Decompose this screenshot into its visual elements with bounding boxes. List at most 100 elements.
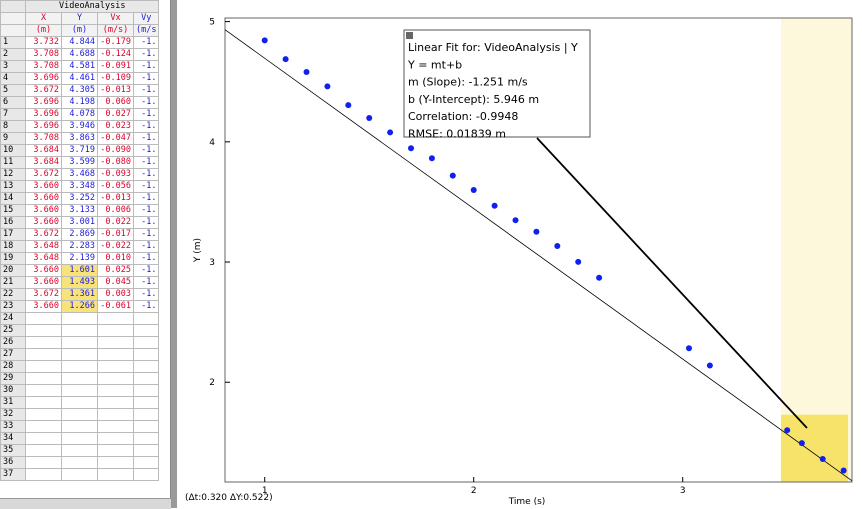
divider: [171, 0, 177, 508]
row-number: 1: [0, 36, 26, 49]
column-unit: (m/s): [97, 24, 134, 37]
cell: [97, 420, 134, 433]
chart: 2 3 4 5 1 2 3 Time (s) Y (m) (Δt:0.320 ΔY:0.522) L…: [185, 17, 853, 507]
table-row: 7 3.696 4.078 0.027 -1.: [0, 108, 160, 121]
row-number: 17: [0, 228, 26, 241]
table-row: 20 3.660 1.601 0.025 -1.: [0, 264, 160, 277]
data-point: [366, 115, 373, 122]
cell: [132, 324, 160, 337]
cell: 3.708: [25, 132, 62, 145]
cell: -1.: [132, 264, 160, 277]
cell: -0.124: [97, 48, 134, 61]
row-number: 5: [0, 84, 26, 97]
cell: 3.672: [25, 84, 62, 97]
cell: 3.660: [25, 264, 62, 277]
cell: -0.061: [97, 300, 134, 313]
cell: -0.093: [97, 168, 134, 181]
cell: [25, 324, 62, 337]
data-point: [345, 102, 352, 109]
annotation-box: [403, 29, 591, 138]
table-row: 11 3.684 3.599 -0.080 -1.: [0, 156, 160, 169]
cell: [25, 336, 62, 349]
cell: 1.266: [61, 300, 98, 313]
row-number: 19: [0, 252, 26, 265]
column-unit: (m): [25, 24, 62, 37]
cell: 3.660: [25, 204, 62, 217]
cell: 3.719: [61, 144, 98, 157]
cell: -1.: [132, 120, 160, 133]
table-row: 35: [0, 444, 160, 457]
column-name: Y: [61, 12, 98, 25]
table-row: 6 3.696 4.198 0.060 -1.: [0, 96, 160, 109]
cell: -0.179: [97, 36, 134, 49]
cell: 0.045: [97, 276, 134, 289]
cell: [132, 420, 160, 433]
row-number: 34: [0, 432, 26, 445]
y-tick-label: 2: [209, 378, 215, 388]
cell: [132, 348, 160, 361]
cell: [132, 444, 160, 457]
data-point: [470, 187, 477, 194]
cell: [25, 444, 62, 457]
cell: 0.010: [97, 252, 134, 265]
table-row: 34: [0, 432, 160, 445]
data-point: [512, 217, 519, 224]
row-number: 22: [0, 288, 26, 301]
y-tick-label: 5: [209, 18, 215, 28]
row-number: 32: [0, 408, 26, 421]
cell: [132, 384, 160, 397]
cell: [61, 348, 98, 361]
scrollbar[interactable]: [0, 498, 171, 509]
cell: 3.660: [25, 300, 62, 313]
cell: 4.078: [61, 108, 98, 121]
close-icon[interactable]: [406, 32, 413, 39]
row-number: 25: [0, 324, 26, 337]
cell: 0.003: [97, 288, 134, 301]
cell: -0.091: [97, 60, 134, 73]
data-point: [685, 345, 692, 352]
cell: 3.672: [25, 168, 62, 181]
row-number: 10: [0, 144, 26, 157]
cell: [132, 360, 160, 373]
table-row: 2 3.708 4.688 -0.124 -1.: [0, 48, 160, 61]
cell: [0, 0, 26, 13]
table-row: 5 3.672 4.305 -0.013 -1.: [0, 84, 160, 97]
cell: 0.006: [97, 204, 134, 217]
plot-frame: [224, 17, 853, 483]
cell: [61, 432, 98, 445]
header-row: X Y Vx Vy: [0, 12, 160, 25]
row-number: 33: [0, 420, 26, 433]
cell: 0.022: [97, 216, 134, 229]
table-row: 10 3.684 3.719 -0.090 -1.: [0, 144, 160, 157]
data-point: [491, 202, 498, 209]
cell: -0.056: [97, 180, 134, 193]
cell: [132, 468, 160, 481]
row-number: 26: [0, 336, 26, 349]
data-point: [303, 68, 310, 75]
cell: [61, 444, 98, 457]
data-point: [706, 362, 713, 369]
table-row: 27: [0, 348, 160, 361]
cell: 3.708: [25, 60, 62, 73]
data-point: [324, 83, 331, 90]
cell: -1.: [132, 252, 160, 265]
cell: -1.: [132, 216, 160, 229]
cell: 3.648: [25, 240, 62, 253]
cell: 2.869: [61, 228, 98, 241]
cell: 3.732: [25, 36, 62, 49]
cell: [132, 432, 160, 445]
row-number: 29: [0, 372, 26, 385]
row-number: 16: [0, 216, 26, 229]
cell: [61, 420, 98, 433]
table-row: 23 3.660 1.266 -0.061 -1.: [0, 300, 160, 313]
cell: [97, 384, 134, 397]
selection-box: [780, 414, 848, 482]
table-row: 12 3.672 3.468 -0.093 -1.: [0, 168, 160, 181]
cell: [97, 336, 134, 349]
cell: [97, 372, 134, 385]
table-row: 33: [0, 420, 160, 433]
row-number: 27: [0, 348, 26, 361]
row-number: 2: [0, 48, 26, 61]
data-point: [819, 456, 826, 463]
data-point: [596, 274, 603, 281]
